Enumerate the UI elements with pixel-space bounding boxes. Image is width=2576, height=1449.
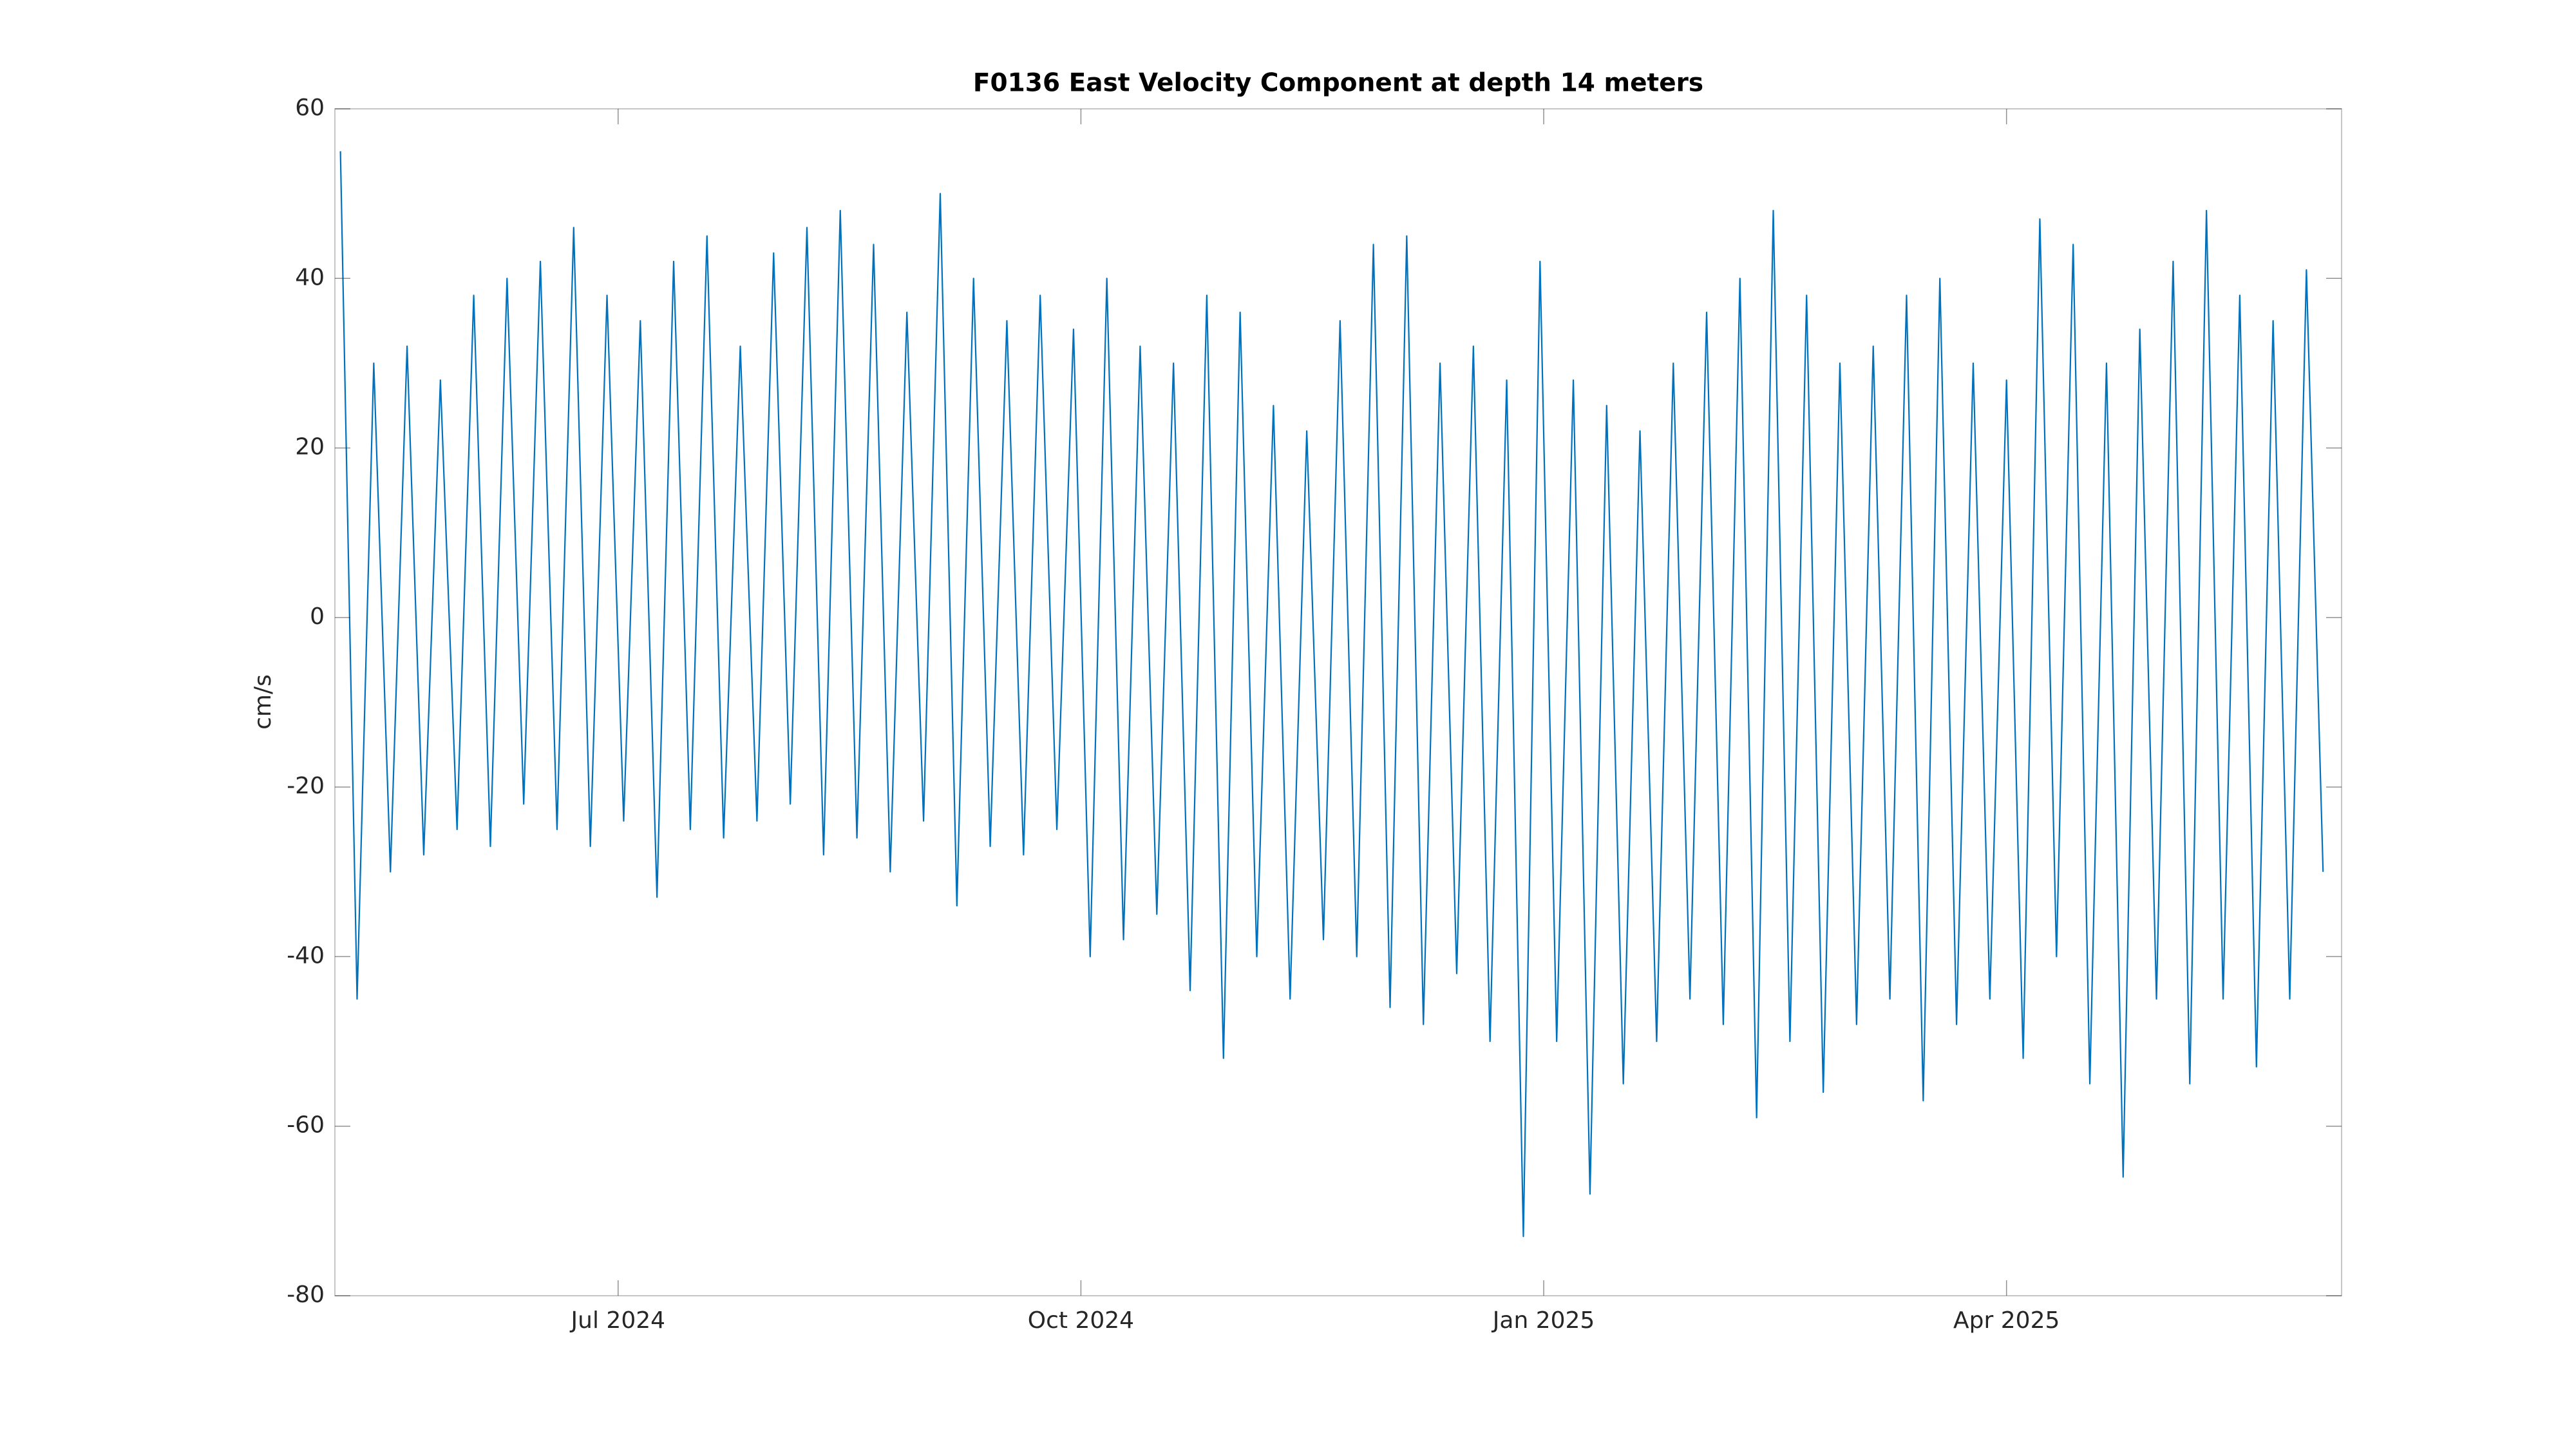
y-tick-label: 60 xyxy=(295,95,325,121)
x-tick-label: Jan 2025 xyxy=(1492,1307,1595,1334)
chart-title: F0136 East Velocity Component at depth 1… xyxy=(973,69,1703,98)
y-tick-label: 0 xyxy=(310,603,325,630)
y-tick-label: -80 xyxy=(287,1282,325,1308)
plot-frame xyxy=(334,108,2342,1296)
y-tick-label: -40 xyxy=(287,942,325,969)
y-tick-label: -20 xyxy=(287,773,325,799)
x-tick-label: Jul 2024 xyxy=(570,1307,666,1334)
x-tick-label: Oct 2024 xyxy=(1028,1307,1134,1334)
y-tick-label: -60 xyxy=(287,1112,325,1139)
y-tick-label: 40 xyxy=(295,264,325,290)
data-line xyxy=(339,151,2324,1237)
y-tick-label: 20 xyxy=(295,434,325,460)
x-tick-label: Apr 2025 xyxy=(1953,1307,2060,1334)
y-axis-label: cm/s xyxy=(250,674,276,730)
